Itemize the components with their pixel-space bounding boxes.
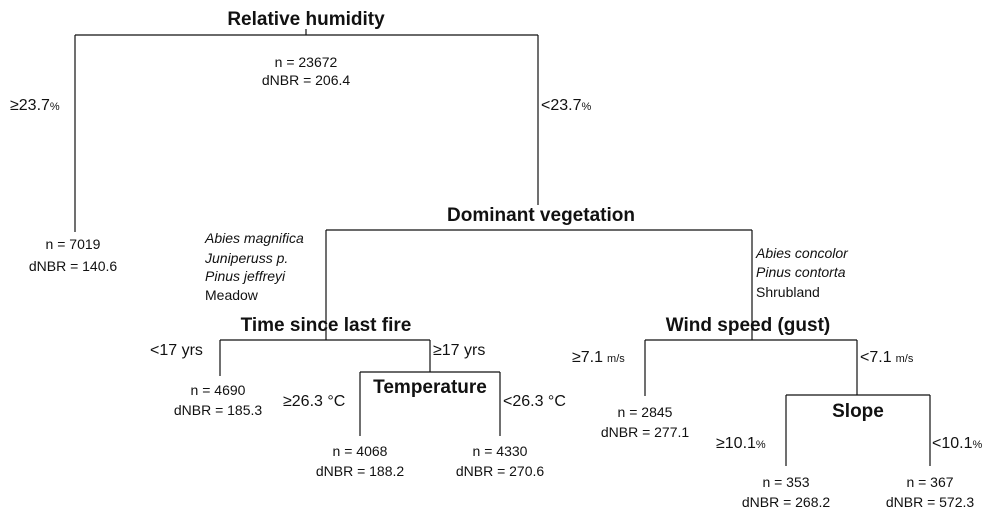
unit: m/s bbox=[607, 353, 625, 365]
node-title: Temperature bbox=[373, 377, 487, 398]
node-title: Slope bbox=[832, 401, 884, 422]
unit: % bbox=[756, 439, 766, 451]
threshold: ≥10.1 bbox=[716, 435, 756, 452]
leaf-dnbr: dNBR = 572.3 bbox=[886, 494, 975, 510]
split-label: ≥23.7% bbox=[10, 97, 60, 114]
split-label: Pinus contorta bbox=[756, 264, 846, 280]
edges bbox=[74, 29, 931, 466]
split-label: <26.3 °C bbox=[503, 393, 566, 410]
split-label: Juniperuss p. bbox=[204, 250, 288, 266]
split-label: ≥7.1 m/s bbox=[572, 349, 625, 366]
threshold: <7.1 bbox=[860, 349, 892, 366]
node-title: Wind speed (gust) bbox=[666, 315, 831, 336]
leaf-dnbr: dNBR = 188.2 bbox=[316, 463, 405, 479]
split-label: <10.1% bbox=[932, 435, 982, 452]
node-title: Relative humidity bbox=[227, 9, 385, 30]
leaf-n: n = 7019 bbox=[46, 236, 101, 252]
split-label: Shrubland bbox=[756, 284, 820, 300]
split-label: Abies magnifica bbox=[204, 230, 304, 246]
leaf-n: n = 4690 bbox=[191, 382, 246, 398]
leaf-n: n = 4330 bbox=[473, 443, 528, 459]
leaf-dnbr: dNBR = 270.6 bbox=[456, 463, 545, 479]
leaf-n: n = 4068 bbox=[333, 443, 388, 459]
split-label: ≥26.3 °C bbox=[283, 393, 345, 410]
split-label: Abies concolor bbox=[755, 245, 849, 261]
unit: % bbox=[50, 101, 60, 113]
threshold: <23.7 bbox=[541, 97, 582, 114]
split-label: ≥10.1% bbox=[716, 435, 766, 452]
split-label: <23.7% bbox=[541, 97, 591, 114]
leaf-n: n = 367 bbox=[906, 474, 953, 490]
leaf-dnbr: dNBR = 140.6 bbox=[29, 258, 118, 274]
threshold: <10.1 bbox=[932, 435, 973, 452]
node-title: Dominant vegetation bbox=[447, 205, 635, 226]
split-label: <7.1 m/s bbox=[860, 349, 914, 366]
unit: % bbox=[581, 101, 591, 113]
node-title: Time since last fire bbox=[241, 315, 412, 336]
node-n: n = 23672 bbox=[275, 54, 338, 70]
leaf-dnbr: dNBR = 277.1 bbox=[601, 424, 690, 440]
unit: % bbox=[972, 439, 982, 451]
threshold: ≥7.1 bbox=[572, 349, 603, 366]
split-label: Meadow bbox=[205, 287, 259, 303]
leaf-dnbr: dNBR = 268.2 bbox=[742, 494, 831, 510]
leaf-dnbr: dNBR = 185.3 bbox=[174, 402, 263, 418]
leaf-n: n = 353 bbox=[762, 474, 809, 490]
leaf-n: n = 2845 bbox=[618, 404, 673, 420]
threshold: ≥23.7 bbox=[10, 97, 50, 114]
split-label: Pinus jeffreyi bbox=[205, 268, 286, 284]
split-label: <17 yrs bbox=[150, 342, 203, 359]
split-label: ≥17 yrs bbox=[433, 342, 485, 359]
unit: m/s bbox=[896, 353, 914, 365]
node-dnbr: dNBR = 206.4 bbox=[262, 72, 351, 88]
